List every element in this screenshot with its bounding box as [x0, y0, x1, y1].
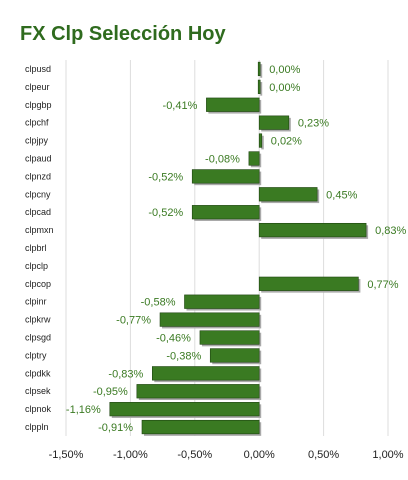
bar [141, 419, 260, 435]
category-label: clpinr [25, 297, 47, 307]
bar-shadow [260, 64, 263, 78]
bar [109, 402, 260, 417]
category-label: clpbrl [25, 243, 47, 253]
bar [191, 205, 260, 220]
category-label: clpgbp [25, 100, 52, 110]
x-tick-label: 1,00% [372, 449, 403, 461]
chart-title: FX Clp Selección Hoy [20, 23, 226, 45]
value-label: -0,52% [148, 171, 183, 183]
category-label: clppln [25, 422, 49, 432]
value-label: -0,41% [163, 100, 198, 112]
value-labels: 0,00% 0,00% -0,41% 0,23% 0,02% -0,08% -0,52% 0,… [66, 64, 407, 434]
bar [191, 169, 260, 184]
category-label: clpnok [25, 404, 52, 414]
category-label: clpchf [25, 118, 49, 128]
bar [258, 187, 318, 202]
value-label: -0,38% [166, 350, 201, 362]
value-label: 0,77% [367, 279, 398, 291]
x-tick-label: -1,50% [49, 449, 84, 461]
category-label: clpnzd [25, 171, 51, 181]
x-tick-label: 0,50% [308, 449, 339, 461]
bar [258, 115, 290, 130]
category-label: clpkrw [25, 315, 51, 325]
bar [159, 312, 260, 327]
category-label: clpusd [25, 64, 51, 74]
category-label: clpaud [25, 153, 52, 163]
value-label: -1,16% [66, 404, 101, 416]
value-label: -0,08% [205, 153, 240, 165]
category-label: clptry [25, 350, 47, 360]
category-label: clpclp [25, 261, 48, 271]
category-label: clpcad [25, 207, 51, 217]
value-label: -0,83% [108, 368, 143, 380]
x-axis-tick-labels: -1,50% -1,00% -0,50% 0,00% 0,50% 1,00% [49, 449, 404, 461]
category-label: clpcny [25, 189, 51, 199]
value-label: 0,23% [298, 118, 329, 130]
category-label: clpeur [25, 82, 50, 92]
category-label: clpjpy [25, 136, 49, 146]
bar [206, 97, 260, 112]
bar [258, 276, 359, 291]
category-label: clpcop [25, 279, 51, 289]
value-label: 0,45% [326, 189, 357, 201]
value-label: -0,52% [148, 207, 183, 219]
value-label: 0,02% [271, 136, 302, 148]
category-label: clpdkk [25, 368, 51, 378]
value-label: -0,46% [156, 333, 191, 345]
value-label: -0,95% [93, 386, 128, 398]
bar [209, 348, 260, 363]
bar [184, 294, 260, 309]
category-label: clpsek [25, 386, 51, 396]
x-tick-label: -0,50% [177, 449, 212, 461]
bar [258, 222, 367, 238]
value-label: -0,91% [98, 422, 133, 434]
bar [257, 61, 261, 77]
bar [248, 151, 260, 166]
category-label: clpsgd [25, 333, 51, 343]
bar [199, 330, 260, 345]
category-label: clpmxn [25, 225, 54, 235]
value-label: 0,83% [375, 225, 406, 237]
value-label: -0,58% [141, 297, 176, 309]
bars [109, 61, 369, 436]
bar [258, 133, 263, 148]
value-label: -0,77% [116, 315, 151, 327]
bar [151, 366, 260, 381]
bar-shadow [261, 135, 264, 150]
x-tick-label: 0,00% [244, 449, 275, 461]
x-tick-label: -1,00% [113, 449, 148, 461]
bar-shadow [260, 82, 263, 96]
category-labels: clpusd clpeur clpgbp clpchf clpjpy clpaud clpn… [25, 64, 54, 432]
bar [136, 384, 260, 399]
value-label: 0,00% [269, 64, 300, 76]
bar [257, 79, 261, 94]
value-label: 0,00% [269, 82, 300, 94]
